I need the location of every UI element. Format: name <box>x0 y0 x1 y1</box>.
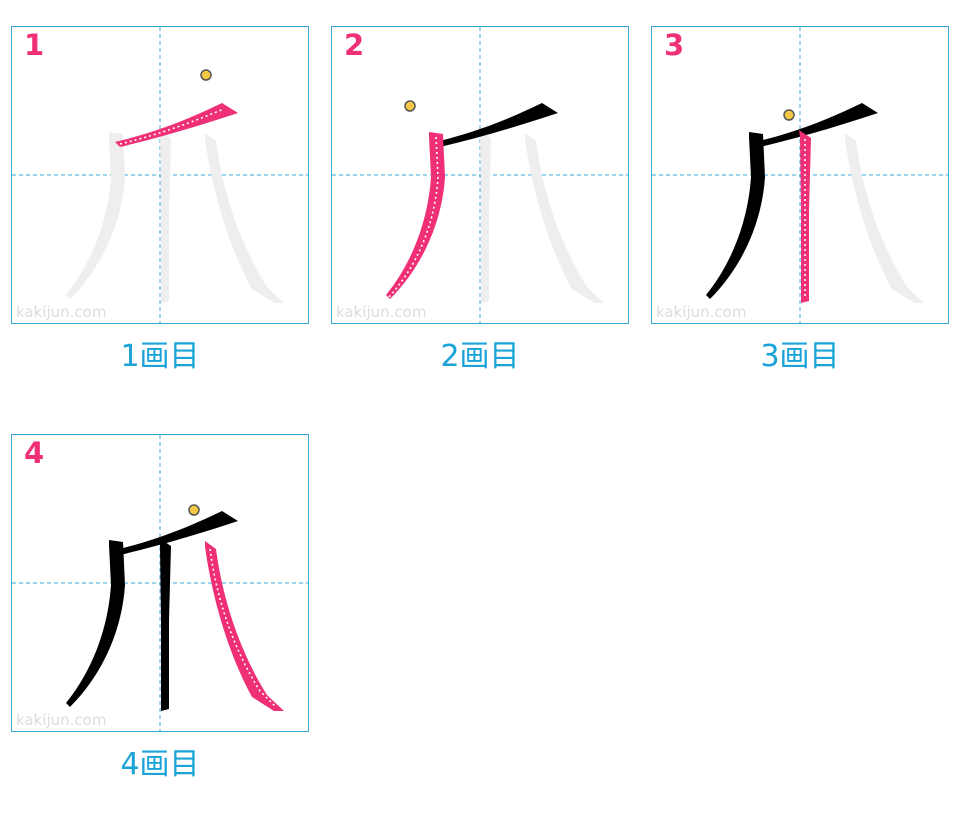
completed-stroke-2 <box>66 540 125 707</box>
stroke-panel-3: 3 kakijun.com <box>651 26 949 324</box>
completed-stroke-1 <box>115 511 238 555</box>
ghost-stroke-4 <box>525 133 604 303</box>
panel-canvas <box>12 27 308 323</box>
watermark: kakijun.com <box>16 711 107 729</box>
stroke-caption-2: 2画目 <box>440 339 520 374</box>
panel-canvas <box>12 435 308 731</box>
stroke-number: 3 <box>664 28 685 62</box>
stroke-start-marker <box>200 69 212 81</box>
current-stroke-1 <box>115 103 238 147</box>
stroke-direction-dots <box>119 108 225 145</box>
stroke-direction-dots <box>388 136 439 298</box>
completed-stroke-1 <box>435 103 558 147</box>
panel-canvas <box>332 27 628 323</box>
ghost-stroke-3 <box>159 130 171 303</box>
watermark: kakijun.com <box>336 303 427 321</box>
stroke-direction-dots <box>209 548 277 708</box>
completed-stroke-1 <box>755 103 878 147</box>
watermark: kakijun.com <box>656 303 747 321</box>
stroke-number: 2 <box>344 28 365 62</box>
stroke-start-marker <box>188 504 200 516</box>
stroke-start-marker <box>404 100 416 112</box>
current-stroke-4 <box>205 541 284 711</box>
stroke-number: 4 <box>24 436 45 470</box>
ghost-stroke-4 <box>205 133 284 303</box>
ghost-stroke-4 <box>845 133 924 303</box>
stroke-panel-2: 2 kakijun.com <box>331 26 629 324</box>
stroke-number: 1 <box>24 28 45 62</box>
current-stroke-2 <box>386 132 445 299</box>
watermark: kakijun.com <box>16 303 107 321</box>
ghost-stroke-2 <box>66 132 125 299</box>
stroke-panel-4: 4 kakijun.com <box>11 434 309 732</box>
stroke-panel-1: 1 kakijun.com <box>11 26 309 324</box>
panel-canvas <box>652 27 948 323</box>
completed-stroke-2 <box>706 132 765 299</box>
stroke-caption-3: 3画目 <box>760 339 840 374</box>
ghost-stroke-3 <box>479 130 491 303</box>
stroke-start-marker <box>783 109 795 121</box>
stroke-caption-4: 4画目 <box>120 747 200 782</box>
stroke-caption-1: 1画目 <box>120 339 200 374</box>
completed-stroke-3 <box>159 538 171 711</box>
